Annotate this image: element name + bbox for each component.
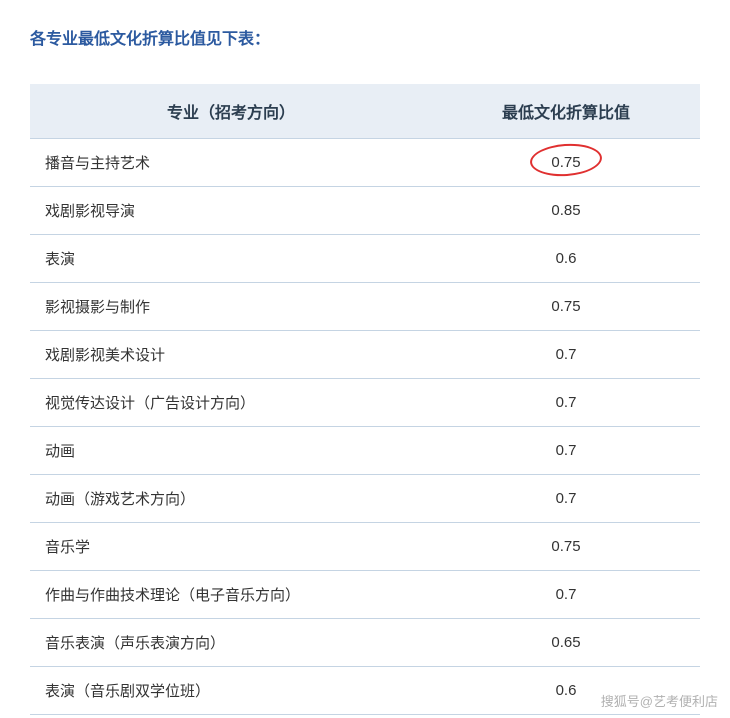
table-row: 影视摄影与制作0.75 — [30, 283, 700, 331]
cell-ratio: 0.75 — [432, 523, 700, 571]
header-major: 专业（招考方向） — [30, 84, 432, 139]
ratio-table-container: 专业（招考方向） 最低文化折算比值 播音与主持艺术0.75戏剧影视导演0.85表… — [30, 84, 700, 715]
table-row: 播音与主持艺术0.75 — [30, 139, 700, 187]
table-row: 表演（音乐剧双学位班）0.6 — [30, 667, 700, 715]
ratio-table: 专业（招考方向） 最低文化折算比值 播音与主持艺术0.75戏剧影视导演0.85表… — [30, 84, 700, 715]
table-row: 动画（游戏艺术方向）0.7 — [30, 475, 700, 523]
cell-major: 音乐表演（声乐表演方向） — [30, 619, 432, 667]
cell-major: 作曲与作曲技术理论（电子音乐方向） — [30, 571, 432, 619]
table-row: 动画0.7 — [30, 427, 700, 475]
cell-major: 播音与主持艺术 — [30, 139, 432, 187]
table-row: 音乐表演（声乐表演方向）0.65 — [30, 619, 700, 667]
cell-major: 动画 — [30, 427, 432, 475]
cell-major: 音乐学 — [30, 523, 432, 571]
cell-major: 表演 — [30, 235, 432, 283]
cell-ratio: 0.75 — [432, 139, 700, 187]
cell-major: 影视摄影与制作 — [30, 283, 432, 331]
table-row: 视觉传达设计（广告设计方向）0.7 — [30, 379, 700, 427]
cell-major: 视觉传达设计（广告设计方向） — [30, 379, 432, 427]
cell-ratio: 0.75 — [432, 283, 700, 331]
cell-ratio: 0.85 — [432, 187, 700, 235]
cell-major: 表演（音乐剧双学位班） — [30, 667, 432, 715]
cell-ratio: 0.7 — [432, 379, 700, 427]
cell-ratio: 0.7 — [432, 427, 700, 475]
header-ratio: 最低文化折算比值 — [432, 84, 700, 139]
cell-ratio: 0.6 — [432, 235, 700, 283]
cell-major: 戏剧影视导演 — [30, 187, 432, 235]
cell-ratio: 0.7 — [432, 475, 700, 523]
table-row: 音乐学0.75 — [30, 523, 700, 571]
table-row: 表演0.6 — [30, 235, 700, 283]
cell-ratio: 0.7 — [432, 571, 700, 619]
table-row: 戏剧影视导演0.85 — [30, 187, 700, 235]
table-row: 作曲与作曲技术理论（电子音乐方向）0.7 — [30, 571, 700, 619]
cell-ratio: 0.65 — [432, 619, 700, 667]
watermark: 搜狐号@艺考便利店 — [601, 691, 718, 710]
cell-major: 戏剧影视美术设计 — [30, 331, 432, 379]
table-row: 戏剧影视美术设计0.7 — [30, 331, 700, 379]
cell-major: 动画（游戏艺术方向） — [30, 475, 432, 523]
cell-ratio: 0.7 — [432, 331, 700, 379]
page-title: 各专业最低文化折算比值见下表： — [0, 0, 730, 49]
